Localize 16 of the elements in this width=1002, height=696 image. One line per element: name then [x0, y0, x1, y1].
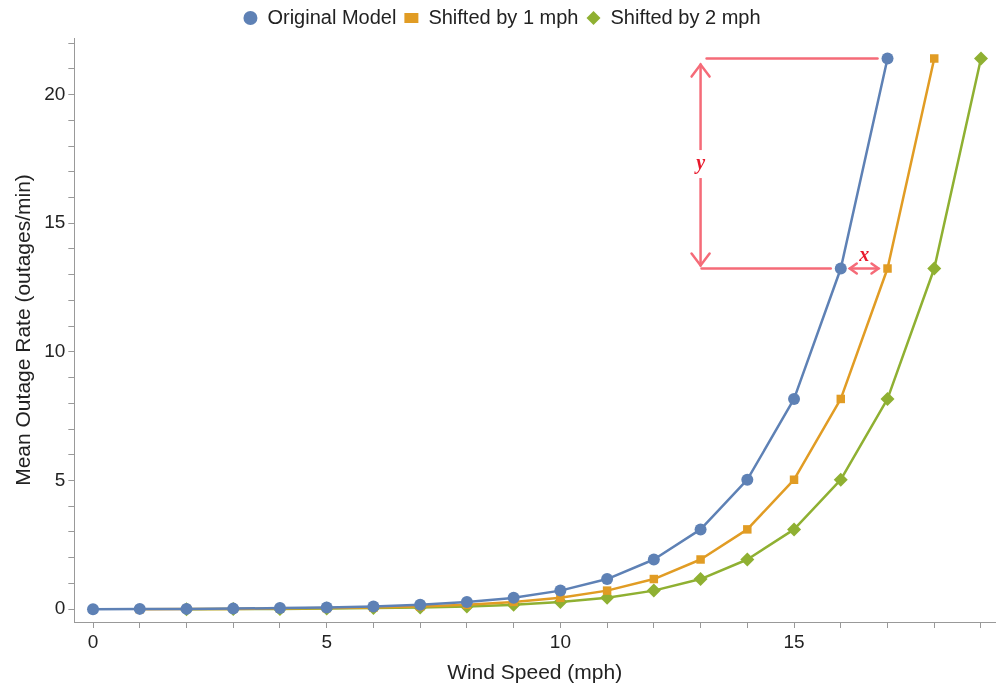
y-tick-label: 20: [44, 82, 66, 104]
y-axis-title: Mean Outage Rate (outages/min): [11, 174, 35, 486]
y-tick-label: 0: [54, 597, 66, 619]
y-tick-label: 5: [54, 468, 66, 490]
y-tick-label: 10: [44, 340, 66, 362]
legend-label: Shifted by 2 mph: [610, 5, 761, 28]
legend-label: Shifted by 1 mph: [428, 5, 579, 28]
x-tick-label: 10: [549, 630, 571, 652]
x-axis-title: Wind Speed (mph): [447, 660, 623, 684]
annotation: x: [858, 242, 870, 265]
y-tick-label: 15: [44, 211, 66, 233]
legend-label: Original Model: [267, 5, 397, 28]
x-tick-label: 15: [783, 630, 805, 652]
x-tick-label: 0: [87, 630, 99, 652]
x-tick-label: 5: [321, 630, 332, 652]
annotation: y: [694, 151, 706, 175]
